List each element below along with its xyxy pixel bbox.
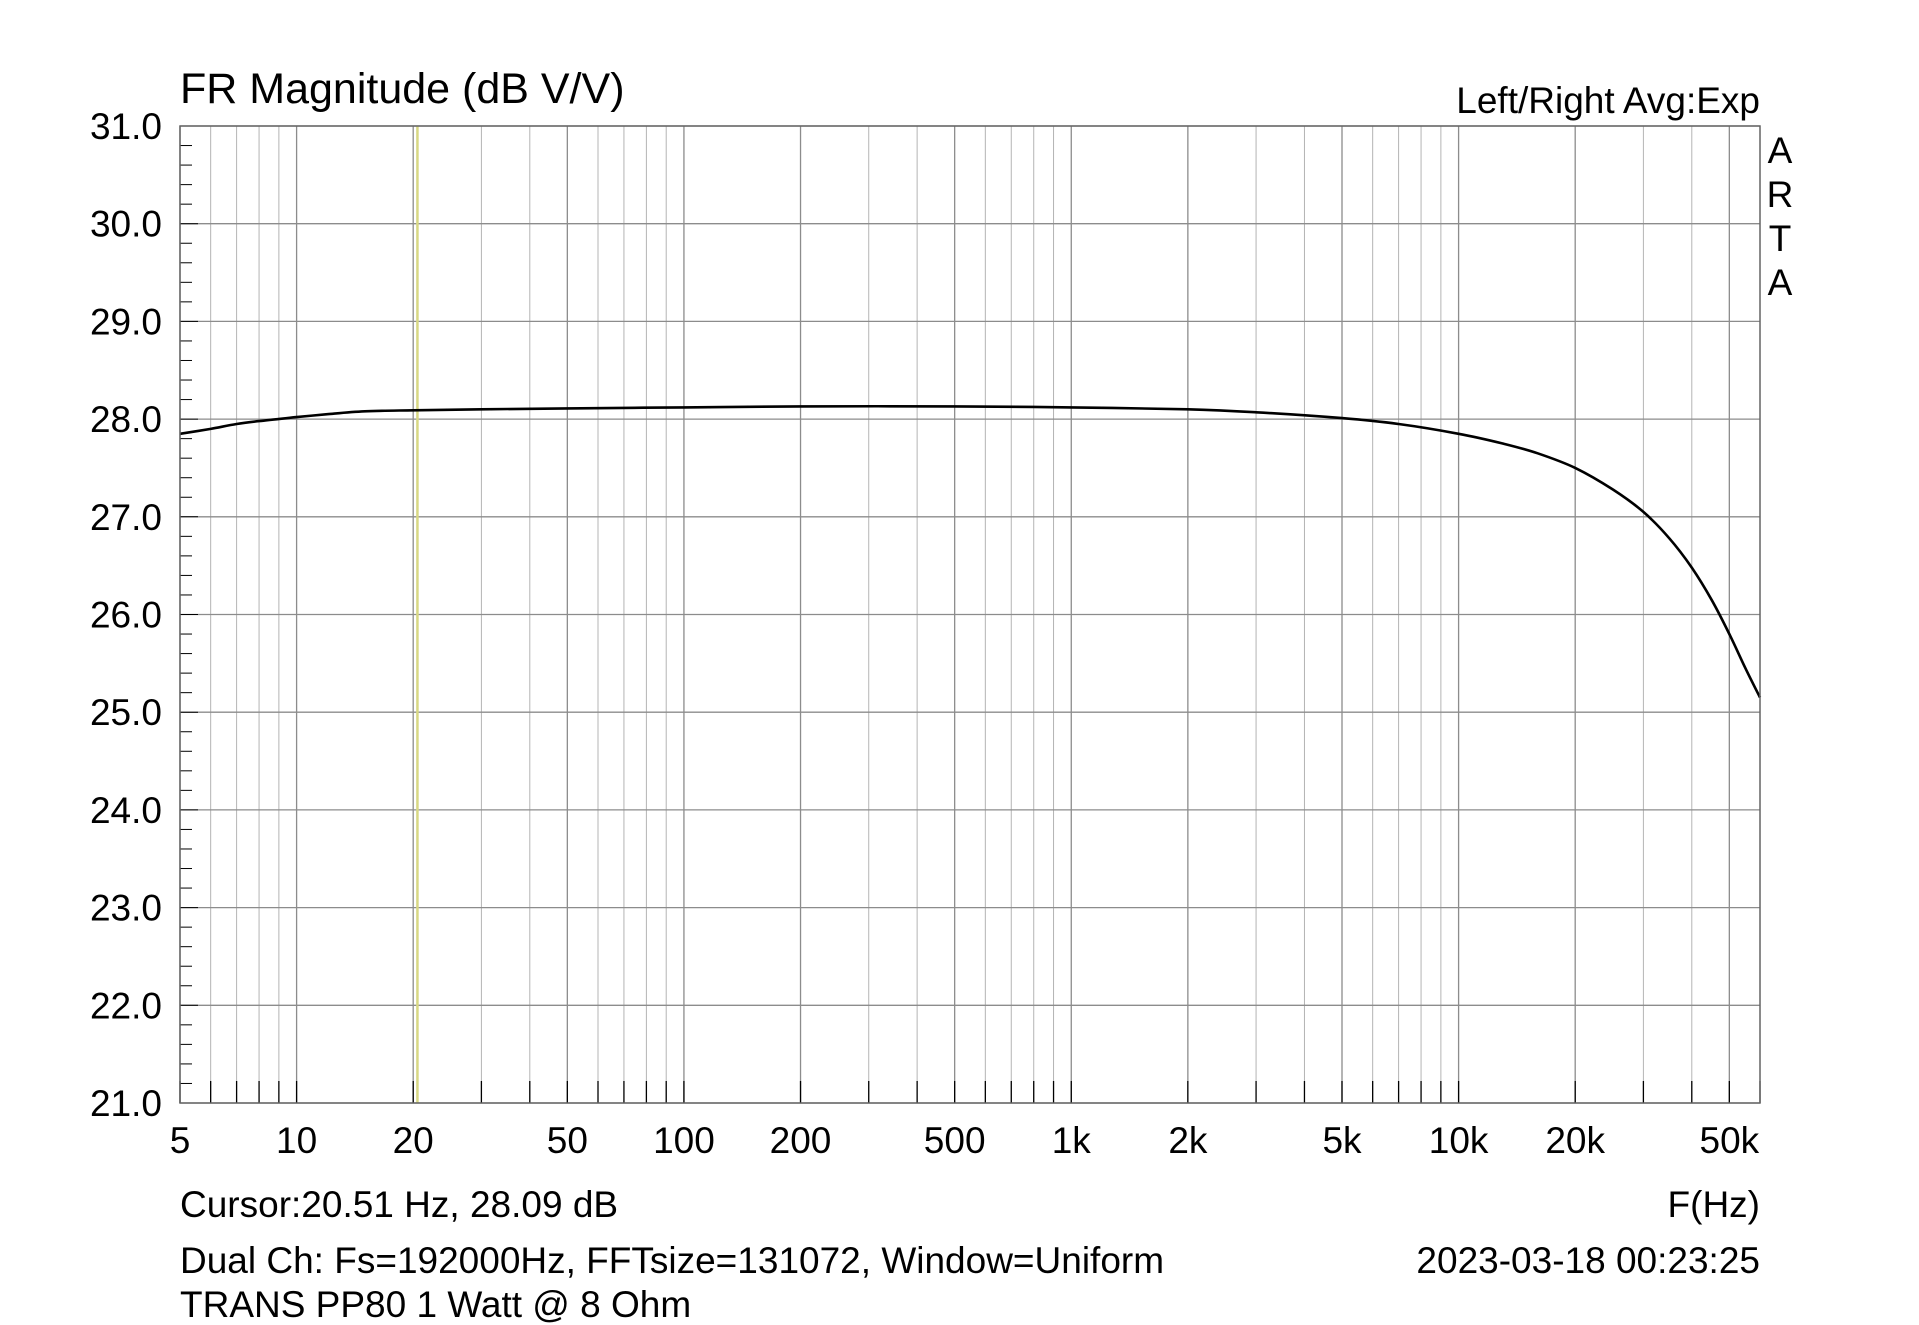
- series-line: [179, 404, 1762, 699]
- y-tick-labels: 31.0 30.0 29.0 28.0 27.0 26.0 25.0 24.0 23.0 22.0…: [90, 106, 162, 1124]
- series-group: [179, 404, 1762, 699]
- x-tick-label: 5: [170, 1120, 191, 1161]
- device-description: TRANS PP80 1 Watt @ 8 Ohm: [180, 1284, 692, 1325]
- x-tick-label: 2k: [1168, 1120, 1208, 1161]
- brand-letter: A: [1767, 262, 1793, 303]
- brand-letter: A: [1767, 130, 1793, 171]
- y-tick-label: 22.0: [90, 985, 162, 1026]
- x-tick-label: 5k: [1322, 1120, 1362, 1161]
- y-tick-label: 24.0: [90, 790, 162, 831]
- y-tick-label: 23.0: [90, 888, 162, 929]
- x-tick-label: 50k: [1700, 1120, 1760, 1161]
- y-tick-label: 21.0: [90, 1083, 162, 1124]
- x-tick-label: 500: [924, 1120, 986, 1161]
- x-axis-label: F(Hz): [1667, 1184, 1760, 1225]
- y-tick-label: 25.0: [90, 692, 162, 733]
- brand-letter: T: [1768, 218, 1792, 259]
- channel-average-mode: Left/Right Avg:Exp: [1456, 80, 1760, 121]
- y-tick-label: 29.0: [90, 301, 162, 342]
- y-tick-label: 26.0: [90, 595, 162, 636]
- x-tick-label: 20k: [1545, 1120, 1605, 1161]
- timestamp: 2023-03-18 00:23:25: [1416, 1240, 1760, 1281]
- x-tick-label: 10: [276, 1120, 317, 1161]
- y-tick-label: 27.0: [90, 497, 162, 538]
- plot-frame: [179, 125, 1761, 1104]
- x-tick-label: 20: [393, 1120, 434, 1161]
- x-tick-label: 50: [547, 1120, 588, 1161]
- brand-watermark: A R T A: [1760, 129, 1800, 305]
- cursor-readout: Cursor:20.51 Hz, 28.09 dB: [180, 1184, 619, 1225]
- x-tick-label: 1k: [1052, 1120, 1092, 1161]
- x-tick-label: 200: [770, 1120, 832, 1161]
- chart-title: FR Magnitude (dB V/V): [180, 65, 625, 113]
- x-tick-label: 100: [653, 1120, 715, 1161]
- x-tick-labels: 5 10 20 50 100 200 500 1k 2k 5k 10k 20k 50k: [170, 1120, 1760, 1161]
- y-tick-label: 31.0: [90, 106, 162, 147]
- y-tick-label: 28.0: [90, 399, 162, 440]
- y-tick-label: 30.0: [90, 204, 162, 245]
- measurement-settings: Dual Ch: Fs=192000Hz, FFTsize=131072, Wi…: [180, 1240, 1165, 1281]
- x-tick-label: 10k: [1429, 1120, 1489, 1161]
- brand-letter: R: [1766, 174, 1794, 215]
